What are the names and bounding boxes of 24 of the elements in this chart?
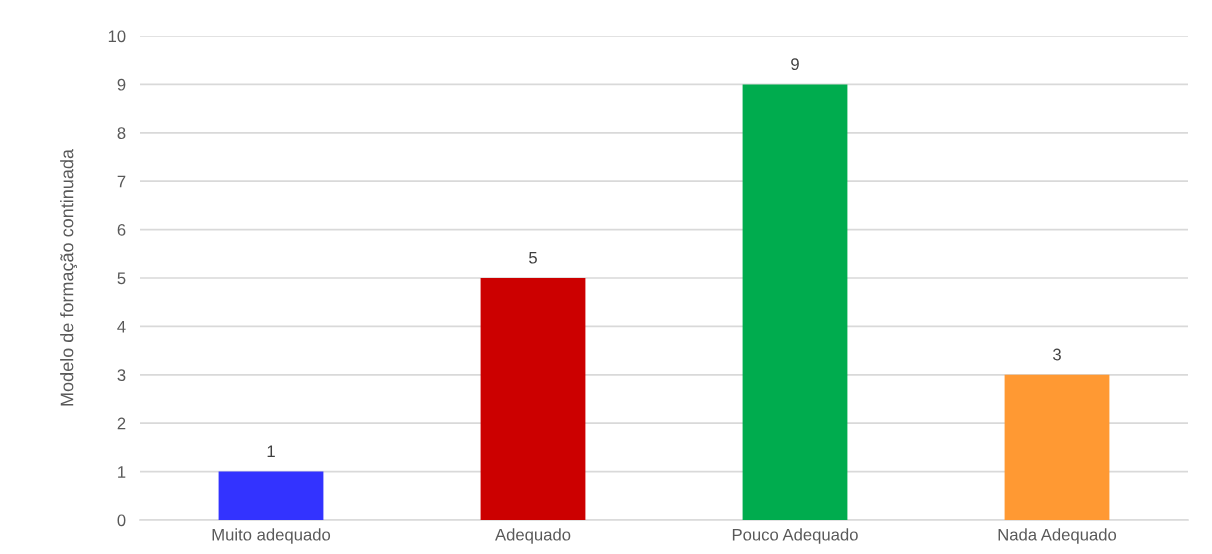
data-label: 5 xyxy=(529,251,537,264)
y-tick-label: 4 xyxy=(117,320,126,333)
bar xyxy=(218,471,324,520)
y-tick-label: 9 xyxy=(117,78,126,91)
bar xyxy=(480,278,586,520)
x-tick-label: Pouco Adequado xyxy=(732,528,858,544)
y-tick-label: 10 xyxy=(108,30,126,43)
y-tick-label: 1 xyxy=(118,466,126,478)
y-axis-title: Modelo de formação continuada xyxy=(60,149,78,406)
y-tick-label: 2 xyxy=(117,417,126,430)
y-tick-label: 3 xyxy=(117,369,126,381)
data-label: 9 xyxy=(791,58,799,70)
y-tick-label: 8 xyxy=(117,127,126,139)
x-tick-label: Nada Adequado xyxy=(998,528,1117,544)
y-tick-label: 6 xyxy=(117,224,126,236)
bar xyxy=(1004,374,1110,520)
y-tick-label: 0 xyxy=(117,514,126,527)
y-tick-label: 5 xyxy=(117,272,126,285)
x-tick-label: Muito adequado xyxy=(212,528,331,544)
bar xyxy=(742,84,848,520)
data-label: 3 xyxy=(1053,348,1061,361)
x-tick-label: Adequado xyxy=(495,528,571,544)
data-label: 1 xyxy=(267,445,275,458)
y-tick-label: 7 xyxy=(117,175,126,188)
